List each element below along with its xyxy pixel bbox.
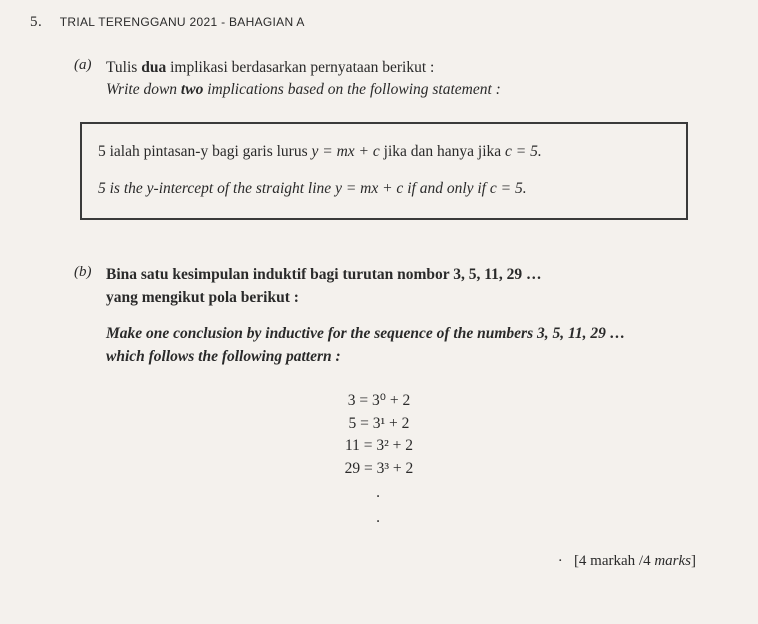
text: Write down [106,81,181,98]
box-line-2: 5 is the y-intercept of the straight lin… [98,177,670,200]
question-header: 5. TRIAL TERENGGANU 2021 - BAHAGIAN A [30,14,728,31]
marks-prefix: [4 markah /4 [574,553,654,569]
part-b-body: Bina satu kesimpulan induktif bagi turut… [106,264,726,368]
pattern-line-1: 3 = 3⁰ + 2 [30,390,728,412]
pattern-line-3: 11 = 3² + 2 [30,435,728,457]
text: c = 5. [505,143,542,160]
part-b-label: (b) [74,264,102,281]
equation: y = mx + c [335,180,403,197]
text: implikasi berdasarkan pernyataan berikut… [166,59,434,76]
part-a-line1: Tulis dua implikasi berdasarkan pernyata… [106,59,434,76]
text: 5 ialah pintasan-y bagi garis lurus [98,143,312,160]
source-label: TRIAL TERENGGANU 2021 - BAHAGIAN A [60,15,305,29]
text: if and only if c = 5. [403,180,526,197]
part-b: (b) Bina satu kesimpulan induktif bagi t… [30,264,728,368]
marks-suffix: ] [691,553,696,569]
pattern-line-2: 5 = 3¹ + 2 [30,413,728,435]
part-b-line2: yang mengikut pola berikut : [106,287,726,309]
part-b-line4: which follows the following pattern : [106,346,726,368]
part-a: (a) Tulis dua implikasi berdasarkan pern… [30,57,728,102]
text: 5 is the y-intercept of the straight lin… [98,180,335,197]
marks-line: · [4 markah /4 marks] [30,553,728,570]
text: jika dan hanya jika [380,143,505,160]
text-bold: dua [141,59,166,76]
pattern-dots: . [30,507,728,529]
box-line-1: 5 ialah pintasan-y bagi garis lurus y = … [98,140,670,163]
question-number: 5. [30,14,56,31]
text: Tulis [106,59,141,76]
part-b-line3: Make one conclusion by inductive for the… [106,323,726,345]
part-b-line1: Bina satu kesimpulan induktif bagi turut… [106,264,726,286]
pattern-block: 3 = 3⁰ + 2 5 = 3¹ + 2 11 = 3² + 2 29 = 3… [30,390,728,529]
pattern-dots: . [30,482,728,504]
text: implications based on the following stat… [203,81,501,98]
marks-italic: marks [654,553,691,569]
part-a-label: (a) [74,57,102,74]
pattern-line-4: 29 = 3³ + 2 [30,458,728,480]
text-bold: two [181,81,203,98]
part-a-line2: Write down two implications based on the… [106,81,501,98]
equation: y = mx + c [312,143,380,160]
part-a-body: Tulis dua implikasi berdasarkan pernyata… [106,57,726,102]
statement-box: 5 ialah pintasan-y bagi garis lurus y = … [80,122,688,221]
